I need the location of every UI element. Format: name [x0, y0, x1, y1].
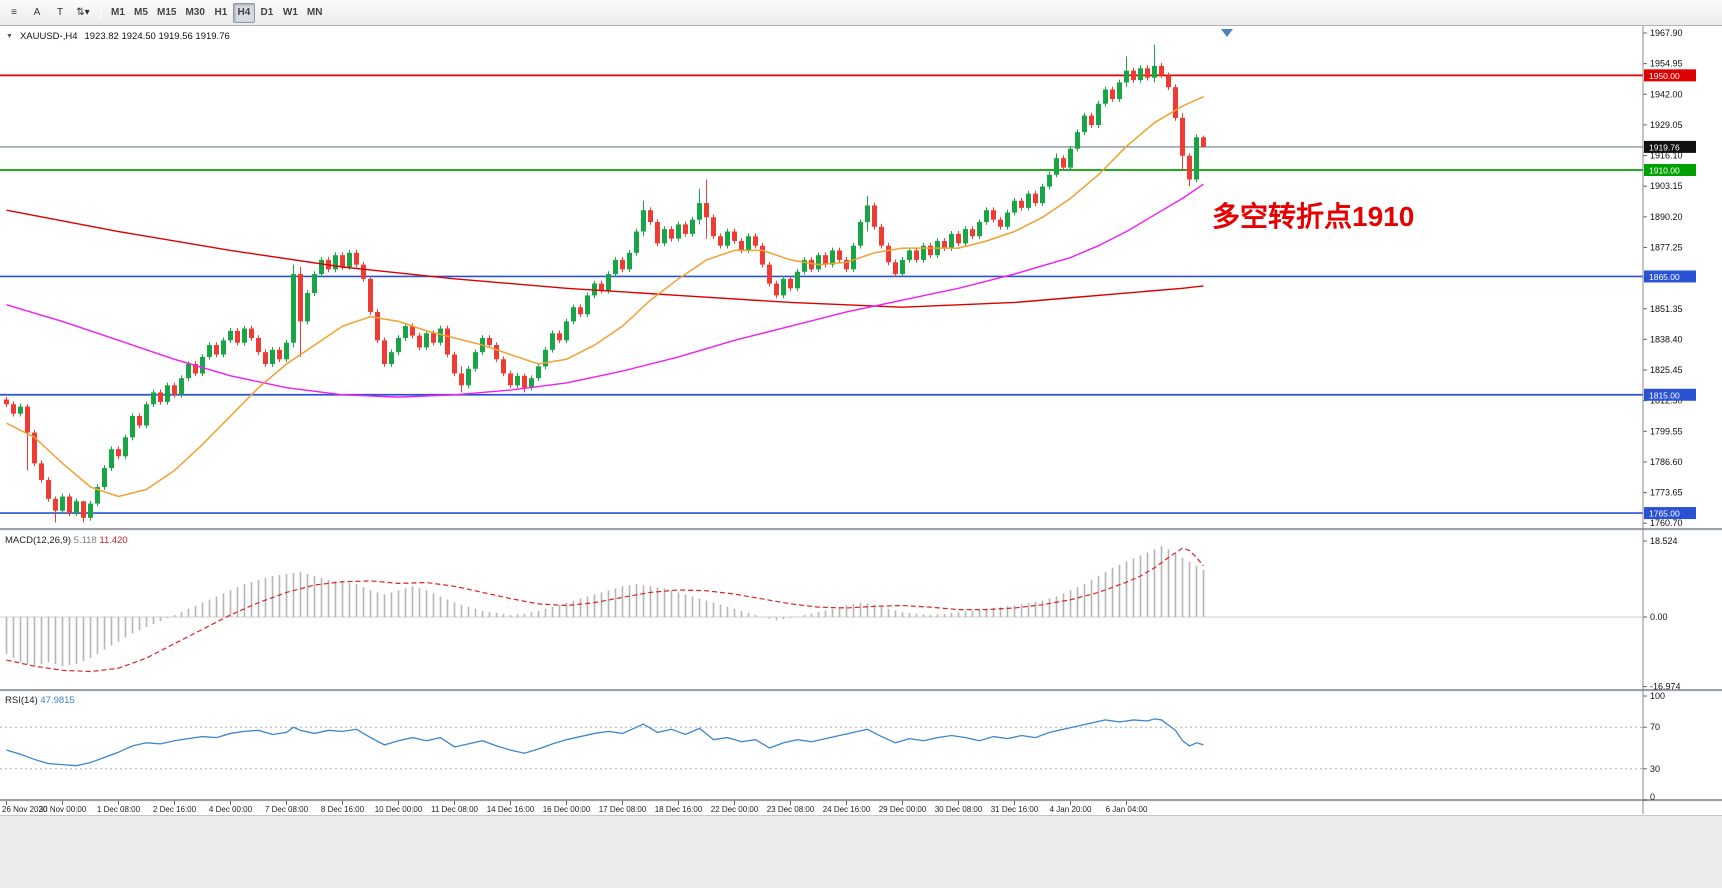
- macd-indicator-label: MACD(12,26,9) 5.118 11.420: [5, 535, 128, 546]
- svg-text:29 Dec 00:00: 29 Dec 00:00: [879, 805, 927, 814]
- svg-text:0: 0: [1650, 792, 1655, 802]
- svg-text:31 Dec 16:00: 31 Dec 16:00: [991, 805, 1039, 814]
- ohlc-title: ▼ XAUUSD-,H4 1923.82 1924.50 1919.56 191…: [6, 31, 230, 42]
- svg-text:18 Dec 16:00: 18 Dec 16:00: [655, 805, 703, 814]
- svg-text:1910.00: 1910.00: [1649, 165, 1680, 175]
- svg-text:10 Dec 00:00: 10 Dec 00:00: [375, 805, 423, 814]
- svg-text:1954.95: 1954.95: [1650, 59, 1683, 69]
- text-tool[interactable]: T: [49, 3, 71, 23]
- svg-text:70: 70: [1650, 722, 1660, 732]
- text-label-tool[interactable]: A: [26, 3, 48, 23]
- svg-text:1825.45: 1825.45: [1650, 365, 1683, 375]
- svg-text:1929.05: 1929.05: [1650, 120, 1683, 130]
- svg-text:1815.00: 1815.00: [1649, 390, 1680, 400]
- svg-text:1864.30: 1864.30: [1650, 273, 1683, 283]
- svg-text:11 Dec 08:00: 11 Dec 08:00: [431, 805, 479, 814]
- svg-text:1786.60: 1786.60: [1650, 457, 1683, 467]
- timeframe-button-h1[interactable]: H1: [210, 3, 232, 23]
- ohlc-values: 1923.82 1924.50 1919.56 1919.76: [84, 31, 230, 42]
- svg-text:1877.25: 1877.25: [1650, 242, 1683, 252]
- svg-text:8 Dec 16:00: 8 Dec 16:00: [321, 805, 365, 814]
- svg-text:7 Dec 08:00: 7 Dec 08:00: [265, 805, 309, 814]
- svg-text:1919.76: 1919.76: [1649, 142, 1680, 152]
- svg-text:24 Dec 16:00: 24 Dec 16:00: [823, 805, 871, 814]
- svg-text:18.524: 18.524: [1650, 536, 1678, 546]
- symbol-marker-icon: ▼: [6, 33, 13, 40]
- timeframe-button-m30[interactable]: M30: [181, 3, 208, 23]
- svg-text:0.00: 0.00: [1650, 612, 1668, 622]
- macd-signal-value: 11.420: [99, 535, 128, 546]
- svg-text:23 Dec 08:00: 23 Dec 08:00: [767, 805, 815, 814]
- svg-text:22 Dec 00:00: 22 Dec 00:00: [711, 805, 759, 814]
- timeframe-button-m1[interactable]: M1: [107, 3, 129, 23]
- svg-text:1812.50: 1812.50: [1650, 396, 1683, 406]
- svg-text:30 Nov 00:00: 30 Nov 00:00: [39, 805, 87, 814]
- svg-text:1799.55: 1799.55: [1650, 426, 1683, 436]
- svg-text:1950.00: 1950.00: [1649, 71, 1680, 81]
- svg-text:1916.10: 1916.10: [1650, 151, 1683, 161]
- svg-text:30 Dec 08:00: 30 Dec 08:00: [935, 805, 983, 814]
- svg-text:1851.35: 1851.35: [1650, 304, 1683, 314]
- svg-text:30: 30: [1650, 764, 1660, 774]
- macd-name: MACD(12,26,9): [5, 535, 71, 546]
- timeframe-toolbar: M1 M5 M15 M30 H1 H4 D1 W1 MN: [107, 2, 327, 23]
- symbol-timeframe-label: XAUUSD-,H4: [19, 31, 78, 42]
- svg-text:100: 100: [1650, 691, 1665, 701]
- svg-text:16 Dec 00:00: 16 Dec 00:00: [543, 805, 591, 814]
- svg-text:1773.65: 1773.65: [1650, 488, 1683, 498]
- drawing-tools-group: ≡ A T ⇅▾: [3, 3, 94, 23]
- rsi-value: 47.9815: [40, 695, 75, 706]
- rsi-name: RSI(14): [5, 695, 38, 706]
- arrow-tools-dropdown[interactable]: ⇅▾: [72, 3, 94, 23]
- svg-text:1903.15: 1903.15: [1650, 181, 1683, 191]
- svg-text:-16.974: -16.974: [1650, 682, 1681, 692]
- timeframe-button-d1[interactable]: D1: [256, 3, 278, 23]
- toolbar-separator: [100, 4, 101, 21]
- window-background: [0, 815, 1722, 888]
- svg-text:14 Dec 16:00: 14 Dec 16:00: [487, 805, 535, 814]
- chart-annotation-text[interactable]: 多空转折点1910: [1212, 201, 1415, 232]
- svg-text:1890.20: 1890.20: [1650, 212, 1683, 222]
- svg-text:17 Dec 08:00: 17 Dec 08:00: [599, 805, 647, 814]
- rsi-indicator-label: RSI(14) 47.9815: [5, 695, 75, 706]
- svg-text:4 Jan 20:00: 4 Jan 20:00: [1050, 805, 1092, 814]
- timeframe-button-mn[interactable]: MN: [303, 3, 327, 23]
- top-toolbar: ≡ A T ⇅▾ M1 M5 M15 M30 H1 H4 D1 W1 MN: [0, 0, 1722, 26]
- macd-main-value: 5.118: [73, 535, 97, 546]
- svg-text:1967.90: 1967.90: [1650, 28, 1683, 38]
- svg-text:1 Dec 08:00: 1 Dec 08:00: [97, 805, 141, 814]
- chart-lines-icon[interactable]: ≡: [3, 3, 25, 23]
- svg-text:1942.00: 1942.00: [1650, 89, 1683, 99]
- timeframe-button-h4[interactable]: H4: [232, 2, 255, 23]
- timeframe-button-w1[interactable]: W1: [279, 3, 302, 23]
- timeframe-button-m15[interactable]: M15: [153, 3, 180, 23]
- svg-text:4 Dec 00:00: 4 Dec 00:00: [209, 805, 253, 814]
- svg-text:2 Dec 16:00: 2 Dec 16:00: [153, 805, 197, 814]
- svg-text:1865.00: 1865.00: [1649, 272, 1680, 282]
- svg-text:1760.70: 1760.70: [1650, 518, 1683, 528]
- svg-text:1765.00: 1765.00: [1649, 509, 1680, 519]
- svg-text:1838.40: 1838.40: [1650, 334, 1683, 344]
- timeframe-button-m5[interactable]: M5: [130, 3, 152, 23]
- svg-text:6 Jan 04:00: 6 Jan 04:00: [1106, 805, 1148, 814]
- svg-text:26 Nov 2020: 26 Nov 2020: [2, 805, 48, 814]
